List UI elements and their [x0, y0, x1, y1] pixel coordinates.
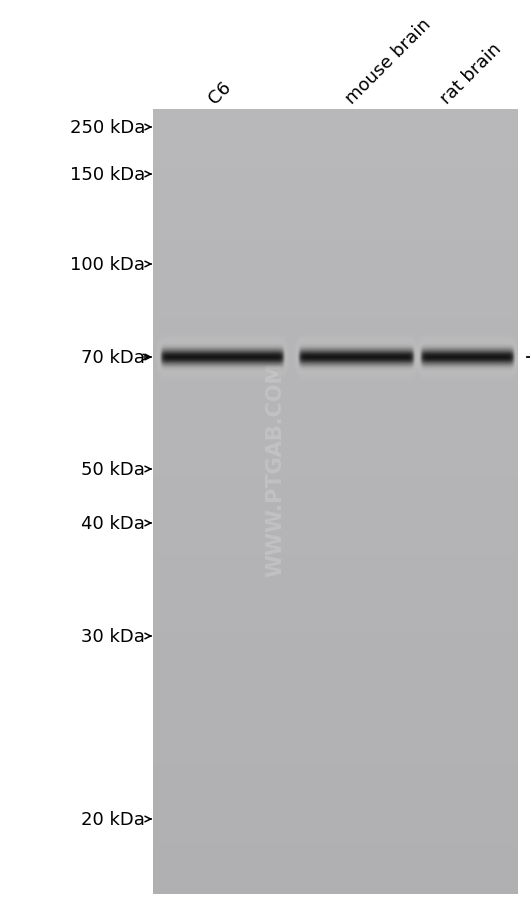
- Bar: [153, 789, 518, 815]
- Text: 30 kDa: 30 kDa: [81, 627, 145, 645]
- Bar: [153, 162, 518, 189]
- Bar: [153, 502, 518, 528]
- Bar: [153, 241, 518, 267]
- Text: 70 kDa: 70 kDa: [81, 348, 145, 366]
- Text: 150 kDa: 150 kDa: [70, 166, 145, 184]
- Bar: [153, 554, 518, 580]
- Text: 20 kDa: 20 kDa: [81, 810, 145, 828]
- Bar: [153, 815, 518, 842]
- Bar: [153, 476, 518, 502]
- Text: 50 kDa: 50 kDa: [81, 461, 145, 478]
- Bar: [153, 267, 518, 293]
- Bar: [153, 345, 518, 372]
- Bar: [153, 868, 518, 894]
- Text: rat brain: rat brain: [437, 40, 505, 108]
- Text: C6: C6: [205, 78, 235, 108]
- Bar: [153, 293, 518, 319]
- Bar: [153, 763, 518, 789]
- Bar: [153, 398, 518, 424]
- Bar: [153, 450, 518, 476]
- Bar: [153, 632, 518, 658]
- Bar: [153, 737, 518, 763]
- Text: 40 kDa: 40 kDa: [81, 514, 145, 532]
- Bar: [153, 606, 518, 632]
- Bar: [153, 658, 518, 685]
- Bar: [153, 424, 518, 450]
- Bar: [153, 136, 518, 162]
- Text: 100 kDa: 100 kDa: [70, 255, 145, 273]
- Text: 250 kDa: 250 kDa: [69, 119, 145, 137]
- Bar: [153, 319, 518, 345]
- Bar: [153, 842, 518, 868]
- Bar: [153, 110, 518, 136]
- Bar: [153, 685, 518, 711]
- Text: WWW.PTGAB.COM: WWW.PTGAB.COM: [266, 362, 286, 576]
- Bar: [153, 372, 518, 398]
- Bar: [153, 215, 518, 241]
- Bar: [153, 528, 518, 554]
- Bar: [153, 711, 518, 737]
- Bar: [153, 110, 518, 894]
- Bar: [153, 189, 518, 215]
- Text: mouse brain: mouse brain: [342, 15, 435, 108]
- Bar: [153, 580, 518, 606]
